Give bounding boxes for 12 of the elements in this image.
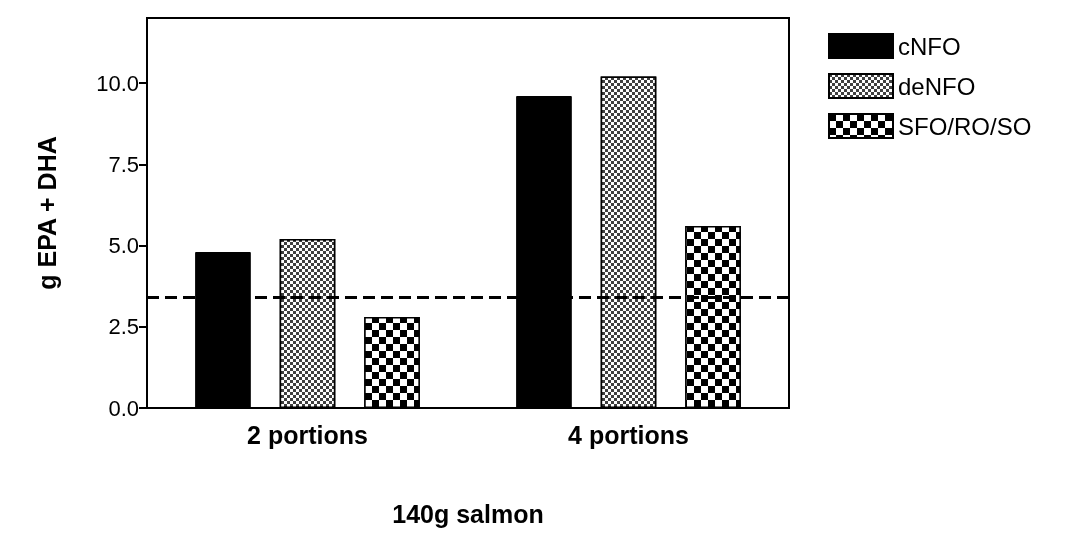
x-tick-label: 4 portions	[568, 420, 689, 449]
legend-label: SFO/RO/SO	[898, 112, 1032, 140]
x-axis-title: 140g salmon	[392, 499, 544, 528]
y-tick-label: 5.0	[108, 233, 139, 258]
y-tick-label: 0.0	[108, 395, 139, 421]
y-axis-title: g EPA + DHA	[32, 136, 61, 290]
y-tick-label: 7.5	[108, 151, 139, 177]
legend-label: deNFO	[898, 72, 976, 100]
y-tick-label: 2.5	[108, 314, 139, 340]
x-tick-label: 2 portions	[247, 420, 368, 449]
y-tick-label: 10.0	[96, 70, 139, 96]
legend-label: cNFO	[898, 32, 961, 60]
